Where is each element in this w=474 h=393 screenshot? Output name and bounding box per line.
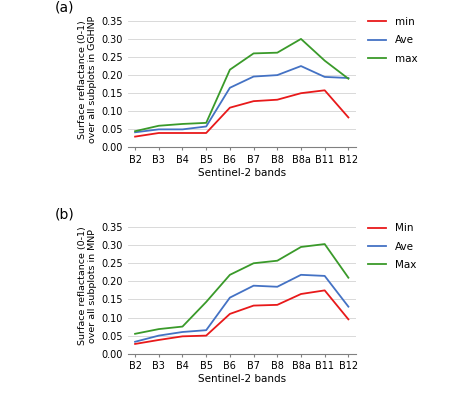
Ave <box>322 75 328 79</box>
Min <box>132 342 138 346</box>
Line: min: min <box>135 90 348 137</box>
max <box>346 76 351 81</box>
min <box>251 99 256 103</box>
min <box>274 97 280 102</box>
Text: (a): (a) <box>55 1 75 15</box>
Ave <box>156 127 162 132</box>
Max <box>132 331 138 336</box>
X-axis label: Sentinel-2 bands: Sentinel-2 bands <box>198 168 286 178</box>
Ave <box>322 274 328 278</box>
Max <box>251 261 256 266</box>
min <box>132 134 138 139</box>
Line: Max: Max <box>135 244 348 334</box>
Legend: Min, Ave, Max: Min, Ave, Max <box>367 223 416 270</box>
Min <box>298 292 304 296</box>
Ave <box>203 328 209 332</box>
Min <box>251 303 256 308</box>
Ave <box>156 333 162 338</box>
max <box>298 37 304 41</box>
Ave <box>203 124 209 129</box>
Min <box>180 334 185 339</box>
Ave <box>298 64 304 68</box>
Line: Ave: Ave <box>135 275 348 342</box>
Max <box>203 299 209 304</box>
Max <box>322 242 328 246</box>
Ave <box>132 130 138 135</box>
Min <box>346 317 351 322</box>
Min <box>227 312 233 316</box>
Min <box>203 333 209 338</box>
min <box>227 105 233 110</box>
min <box>298 91 304 95</box>
Min <box>274 303 280 307</box>
Ave <box>274 73 280 77</box>
Min <box>322 288 328 293</box>
Y-axis label: Surface reflactance (0-1)
over all subplots in GGHNP: Surface reflactance (0-1) over all subpl… <box>78 16 97 143</box>
Max <box>274 258 280 263</box>
Max <box>298 244 304 249</box>
min <box>346 115 351 120</box>
Line: Min: Min <box>135 290 348 344</box>
Ave <box>251 74 256 79</box>
Ave <box>251 283 256 288</box>
Y-axis label: Surface reflactance (0-1)
over all subplots in MNP: Surface reflactance (0-1) over all subpl… <box>78 226 97 345</box>
Ave <box>180 330 185 334</box>
Ave <box>274 285 280 289</box>
X-axis label: Sentinel-2 bands: Sentinel-2 bands <box>198 374 286 384</box>
max <box>203 121 209 125</box>
max <box>227 67 233 72</box>
Ave <box>227 85 233 90</box>
Max <box>180 324 185 329</box>
max <box>180 121 185 126</box>
Max <box>156 327 162 331</box>
Ave <box>180 127 185 132</box>
max <box>132 129 138 134</box>
Min <box>156 338 162 342</box>
max <box>322 58 328 63</box>
Line: Ave: Ave <box>135 66 348 132</box>
Ave <box>346 75 351 80</box>
Max <box>346 275 351 280</box>
Ave <box>132 340 138 344</box>
max <box>251 51 256 56</box>
min <box>203 130 209 135</box>
Ave <box>346 304 351 309</box>
Ave <box>227 295 233 300</box>
max <box>274 50 280 55</box>
min <box>322 88 328 93</box>
Legend: min, Ave, max: min, Ave, max <box>367 17 417 64</box>
Max <box>227 272 233 277</box>
Line: max: max <box>135 39 348 131</box>
min <box>180 130 185 135</box>
Ave <box>298 272 304 277</box>
min <box>156 130 162 135</box>
Text: (b): (b) <box>55 207 75 221</box>
max <box>156 123 162 128</box>
